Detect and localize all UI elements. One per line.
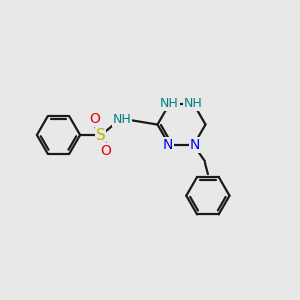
Text: NH: NH [160, 97, 179, 110]
Text: N: N [190, 138, 200, 152]
Text: O: O [100, 144, 111, 158]
Text: NH: NH [184, 97, 203, 110]
Text: O: O [90, 112, 101, 126]
Text: S: S [96, 128, 105, 142]
Text: N: N [163, 138, 173, 152]
Text: NH: NH [113, 113, 131, 126]
